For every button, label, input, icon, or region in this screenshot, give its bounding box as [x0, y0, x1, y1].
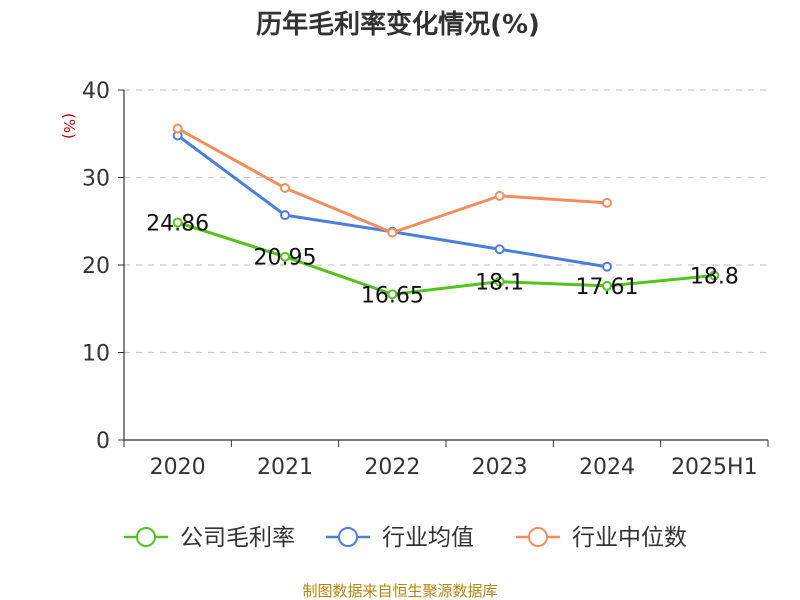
- data-point[interactable]: [602, 197, 612, 208]
- data-label: 16.65: [361, 283, 424, 308]
- series-layer: [172, 123, 720, 300]
- data-label: 20.95: [254, 246, 317, 271]
- series-line: [176, 134, 608, 269]
- legend-marker: [338, 527, 358, 547]
- data-point[interactable]: [172, 217, 183, 228]
- data-point[interactable]: [280, 210, 290, 221]
- chart-title: 历年毛利率变化情况(%): [256, 9, 540, 40]
- x-tick-label: 2022: [364, 455, 420, 480]
- data-point[interactable]: [172, 123, 183, 134]
- legend[interactable]: 公司毛利率 行业均值 行业中位数: [124, 525, 687, 551]
- x-tick-label: 2023: [472, 455, 528, 480]
- data-point[interactable]: [280, 251, 290, 262]
- y-tick-label: 30: [82, 167, 110, 192]
- y-tick-label: 40: [82, 79, 110, 104]
- legend-item[interactable]: 行业中位数: [516, 525, 687, 551]
- y-tick-label: 20: [82, 254, 110, 279]
- data-point[interactable]: [602, 261, 612, 272]
- y-axis-unit: (%): [60, 113, 78, 139]
- series-line: [177, 221, 715, 296]
- x-tick-label: 2024: [579, 455, 635, 480]
- axes: 0 10 20 30 40 2020 2021 2022 2023 2024 2025H1: [82, 79, 769, 480]
- x-tick-label: 2025H1: [671, 455, 758, 480]
- legend-label: 公司毛利率: [180, 525, 295, 551]
- legend-label: 行业中位数: [572, 525, 687, 551]
- y-tick-label: 10: [82, 342, 110, 367]
- series-line: [176, 127, 608, 235]
- legend-item[interactable]: 公司毛利率: [124, 525, 295, 551]
- data-point[interactable]: [387, 227, 398, 238]
- data-point[interactable]: [709, 270, 720, 281]
- data-label: 18.1: [475, 271, 524, 296]
- x-tick-label: 2020: [150, 455, 206, 480]
- grid: [124, 89, 768, 354]
- data-point[interactable]: [387, 289, 398, 300]
- data-point[interactable]: [280, 183, 290, 193]
- data-label: 18.8: [690, 265, 739, 290]
- x-tick-label: 2021: [257, 455, 313, 480]
- data-label: 24.86: [146, 211, 209, 236]
- data-point[interactable]: [494, 190, 505, 201]
- y-tick-label: 0: [96, 429, 110, 454]
- data-point[interactable]: [494, 244, 505, 255]
- source-note: 制图数据来自恒生聚源数据库: [302, 582, 497, 600]
- data-point[interactable]: [494, 276, 505, 287]
- data-point[interactable]: [602, 280, 612, 291]
- legend-label: 行业均值: [382, 525, 474, 551]
- data-labels: 24.86 20.95 16.65 18.1 17.61 18.8: [146, 211, 739, 308]
- legend-marker: [528, 527, 548, 547]
- legend-marker: [136, 527, 156, 547]
- legend-item[interactable]: 行业均值: [326, 525, 474, 551]
- data-label: 17.61: [576, 275, 639, 300]
